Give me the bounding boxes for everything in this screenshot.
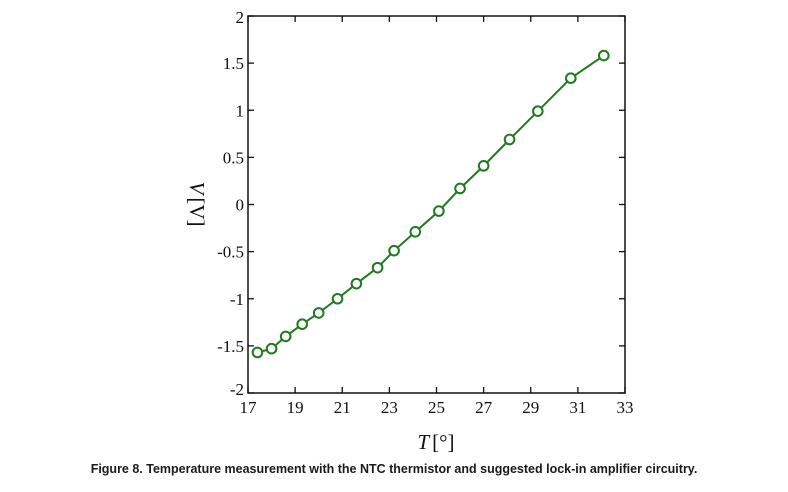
y-axis-variable: V bbox=[185, 182, 209, 197]
axis-ticks bbox=[247, 15, 626, 394]
figure-caption: Figure 8. Temperature measurement with t… bbox=[90, 462, 698, 476]
x-tick-label: 19 bbox=[287, 398, 304, 417]
y-tick-label: 1.5 bbox=[223, 54, 244, 73]
x-axis-variable: T bbox=[417, 430, 430, 454]
series-line bbox=[257, 54, 605, 354]
y-tick-label: -0.5 bbox=[217, 243, 244, 262]
x-tick-label: 33 bbox=[617, 398, 634, 417]
data-point bbox=[312, 307, 325, 319]
data-point bbox=[477, 160, 490, 172]
plot-frame bbox=[247, 15, 626, 394]
data-point bbox=[251, 346, 264, 359]
x-tick-label: 23 bbox=[381, 398, 398, 417]
data-point bbox=[597, 49, 610, 62]
x-tick-label: 25 bbox=[428, 398, 445, 417]
y-tick-label: 1 bbox=[236, 101, 245, 120]
data-point bbox=[388, 244, 400, 257]
data-point bbox=[331, 292, 344, 305]
data-point bbox=[454, 182, 466, 195]
x-tick-label: 21 bbox=[334, 398, 351, 417]
y-axis-label: V[V] bbox=[185, 182, 209, 227]
x-tick-label: 29 bbox=[522, 398, 539, 417]
x-tick-label: 17 bbox=[240, 398, 258, 417]
data-point bbox=[532, 105, 544, 117]
x-axis-label: T [°] bbox=[417, 430, 454, 454]
data-point bbox=[433, 205, 445, 217]
data-point bbox=[296, 318, 308, 330]
data-point bbox=[409, 226, 422, 238]
data-point bbox=[503, 133, 516, 146]
data-point bbox=[279, 330, 292, 343]
data-point bbox=[350, 277, 363, 290]
data-point bbox=[265, 342, 278, 355]
y-tick-label: 0 bbox=[236, 196, 245, 215]
y-tick-label: -1.5 bbox=[217, 337, 244, 356]
x-axis-unit: [°] bbox=[432, 430, 454, 454]
series-layer bbox=[251, 49, 610, 359]
data-point bbox=[371, 261, 384, 274]
y-tick-label: -2 bbox=[230, 380, 244, 399]
x-tick-label: 31 bbox=[569, 398, 586, 417]
axis-tick-labels: 17 19 21 23 25 27 29 31 33 -2 -1.5 -1 -0.5 0 0.5 1 1.5 2 bbox=[217, 8, 633, 417]
chart: 17 19 21 23 25 27 29 31 33-2-1.5-1-0.500.511.52 … bbox=[185, 8, 634, 454]
data-point bbox=[565, 72, 577, 85]
y-tick-label: -1 bbox=[230, 290, 244, 309]
x-tick-label: 27 bbox=[475, 398, 493, 417]
y-tick-label: 0.5 bbox=[223, 148, 244, 167]
y-axis-unit: [V] bbox=[185, 197, 209, 226]
y-tick-label: 2 bbox=[236, 8, 245, 27]
